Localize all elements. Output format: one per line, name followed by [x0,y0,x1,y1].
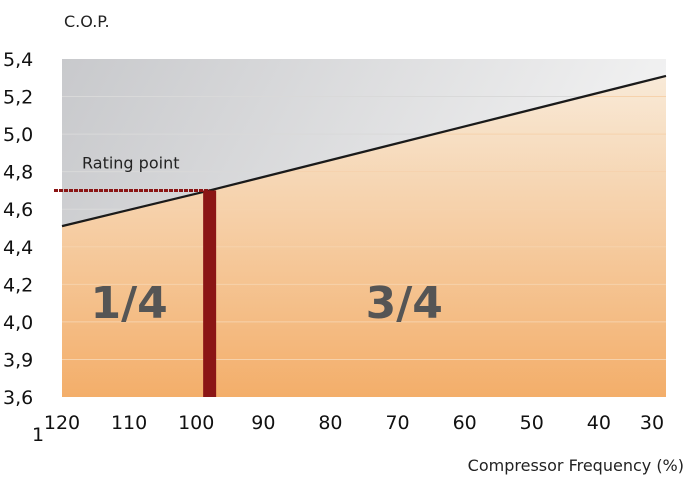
y-tick-label: 5,2 [3,87,33,109]
rating-point-label: Rating point [82,153,179,172]
y-tick-label: 3,6 [3,387,33,409]
x-tick-label: 50 [520,412,544,434]
rating-point-v-bar [203,190,217,397]
x-tick-label: 90 [251,412,275,434]
y-tick-labels: 5,4 5,2 5,0 4,8 4,6 4,4 4,2 4,0 3,9 3,6 [3,49,33,409]
x-tick-label: 80 [318,412,342,434]
x-tick-labels: 120 110 100 90 80 70 60 50 40 30 [44,412,664,434]
corner-label: 1 [32,424,44,446]
x-tick-label: 120 [44,412,80,434]
y-tick-label: 4,6 [3,199,33,221]
region-label-1-4: 1/4 [90,278,167,329]
x-tick-label: 70 [385,412,409,434]
y-tick-label: 4,8 [3,162,33,184]
x-tick-label: 30 [640,412,664,434]
y-tick-label: 5,0 [3,124,33,146]
y-tick-label: 4,0 [3,312,33,334]
x-tick-label: 110 [111,412,147,434]
x-tick-label: 60 [453,412,477,434]
y-tick-label: 3,9 [3,349,33,371]
x-axis-label: Compressor Frequency (%) [468,456,684,475]
y-tick-label: 4,2 [3,274,33,296]
y-tick-label: 4,4 [3,237,33,259]
region-label-3-4: 3/4 [366,278,443,329]
y-axis-label: C.O.P. [64,12,110,31]
x-tick-label: 100 [178,412,214,434]
x-tick-label: 40 [587,412,611,434]
y-tick-label: 5,4 [3,49,33,71]
